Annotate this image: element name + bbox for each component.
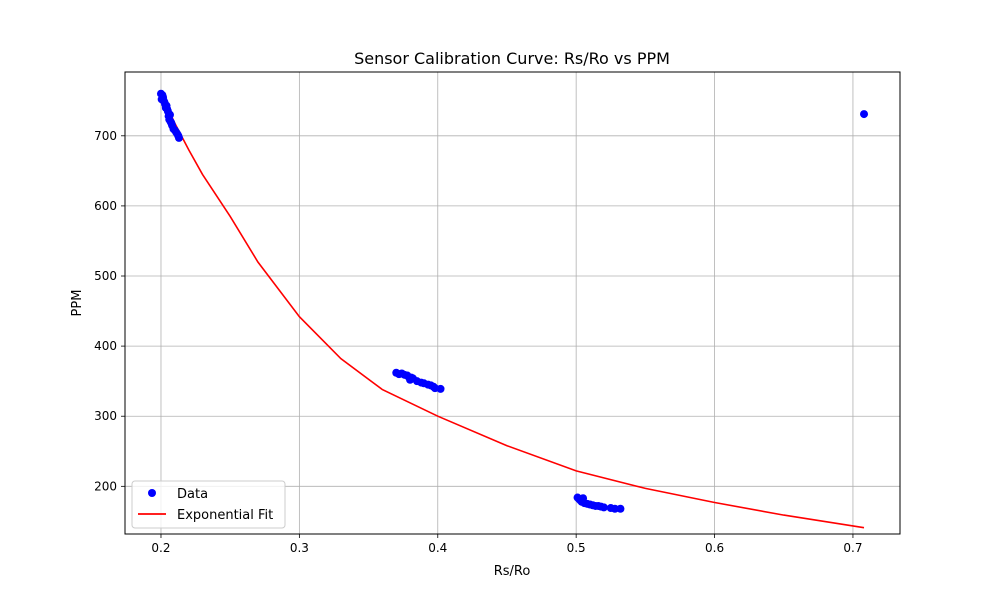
y-tick-label: 200: [94, 479, 117, 493]
x-tick-label: 0.2: [151, 541, 170, 555]
fit-line: [160, 93, 865, 529]
x-tick-label: 0.6: [705, 541, 724, 555]
x-tick-label: 0.5: [567, 541, 586, 555]
x-tick-label: 0.4: [428, 541, 447, 555]
data-point: [436, 384, 445, 393]
y-tick-label: 400: [94, 339, 117, 353]
data-point: [174, 133, 183, 142]
y-axis-label: PPM: [70, 290, 85, 317]
chart-title: Sensor Calibration Curve: Rs/Ro vs PPM: [354, 49, 670, 68]
y-tick-label: 700: [94, 129, 117, 143]
legend-fit-label: Exponential Fit: [177, 508, 273, 523]
data-point: [599, 503, 608, 512]
grid: [125, 72, 900, 534]
data-point: [610, 504, 619, 513]
x-axis-ticks: 0.2 0.3 0.4 0.5 0.6 0.7: [151, 534, 862, 555]
y-axis-ticks: 200 300 400 500 600 700: [94, 129, 125, 493]
x-axis-label: Rs/Ro: [494, 564, 531, 579]
fit-layer: [160, 93, 865, 529]
y-tick-label: 500: [94, 269, 117, 283]
legend-data-label: Data: [177, 487, 208, 502]
legend-box: [131, 480, 286, 529]
data-point: [616, 504, 625, 513]
x-tick-label: 0.3: [290, 541, 309, 555]
legend: Data Exponential Fit: [131, 480, 286, 529]
y-tick-label: 600: [94, 199, 117, 213]
x-tick-label: 0.7: [843, 541, 862, 555]
points-layer: [156, 89, 869, 513]
y-tick-label: 300: [94, 409, 117, 423]
plot-frame: [124, 71, 901, 535]
data-point: [860, 110, 869, 119]
data-point: [165, 110, 174, 119]
legend-data-marker: [148, 489, 156, 497]
